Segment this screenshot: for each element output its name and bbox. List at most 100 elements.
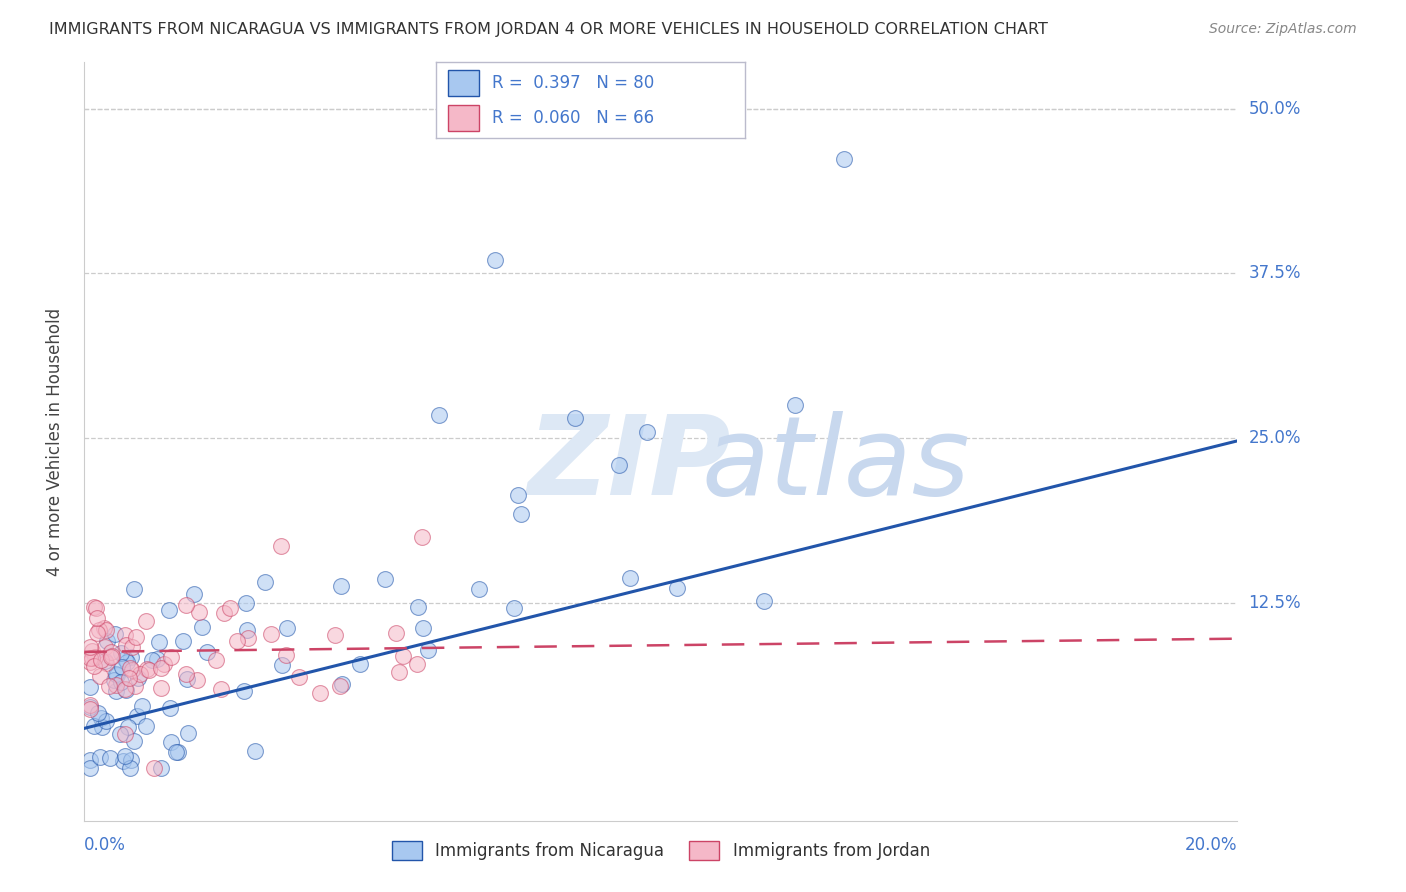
Point <box>330 579 353 593</box>
Point <box>79 680 101 694</box>
Text: R =  0.397   N = 80: R = 0.397 N = 80 <box>492 74 654 92</box>
Point <box>115 638 138 652</box>
Point <box>110 674 132 689</box>
Point <box>94 656 117 670</box>
Point <box>141 652 163 666</box>
Point <box>82 644 104 658</box>
Point <box>110 727 132 741</box>
Point <box>79 655 101 669</box>
Point <box>125 630 148 644</box>
Point <box>564 411 586 425</box>
Point <box>100 645 122 659</box>
Text: IMMIGRANTS FROM NICARAGUA VS IMMIGRANTS FROM JORDAN 4 OR MORE VEHICLES IN HOUSEH: IMMIGRANTS FROM NICARAGUA VS IMMIGRANTS … <box>49 22 1047 37</box>
FancyBboxPatch shape <box>449 70 479 95</box>
Text: 25.0%: 25.0% <box>1249 429 1301 447</box>
Point <box>104 667 127 681</box>
Legend: Immigrants from Nicaragua, Immigrants from Jordan: Immigrants from Nicaragua, Immigrants fr… <box>385 834 936 867</box>
Point <box>93 621 115 635</box>
Point <box>125 709 148 723</box>
Point <box>152 657 174 672</box>
Point <box>148 634 170 648</box>
Point <box>79 699 101 714</box>
Point <box>165 745 187 759</box>
Point <box>391 648 413 663</box>
Point <box>129 667 152 681</box>
Point <box>80 651 103 665</box>
Point <box>104 684 127 698</box>
Point <box>98 751 121 765</box>
Point <box>177 725 200 739</box>
Point <box>150 761 173 775</box>
Point <box>84 600 107 615</box>
Point <box>159 701 181 715</box>
Point <box>186 673 208 687</box>
Point <box>506 487 529 501</box>
Point <box>468 582 491 597</box>
Point <box>270 540 292 554</box>
Point <box>214 606 236 620</box>
Point <box>115 655 138 669</box>
Point <box>94 654 117 668</box>
Point <box>96 714 118 728</box>
Point <box>118 761 141 775</box>
Point <box>138 663 160 677</box>
Point <box>121 640 143 655</box>
Point <box>91 720 114 734</box>
Text: ZIP: ZIP <box>529 411 731 517</box>
Point <box>86 626 108 640</box>
Point <box>619 571 641 585</box>
Point <box>96 634 118 648</box>
Point <box>90 653 112 667</box>
Point <box>120 650 142 665</box>
Point <box>270 657 292 672</box>
Point <box>309 686 332 700</box>
Point <box>174 667 197 681</box>
Point <box>374 572 396 586</box>
Text: Source: ZipAtlas.com: Source: ZipAtlas.com <box>1209 22 1357 37</box>
Point <box>188 605 211 619</box>
Point <box>83 719 105 733</box>
Point <box>86 611 108 625</box>
Point <box>94 624 117 638</box>
Point <box>90 711 112 725</box>
Point <box>114 682 136 697</box>
Point <box>83 659 105 673</box>
Point <box>236 632 259 646</box>
Point <box>411 530 433 544</box>
Point <box>484 253 506 268</box>
Point <box>323 628 346 642</box>
Point <box>104 677 127 691</box>
Point <box>114 651 136 665</box>
Point <box>105 668 128 682</box>
Point <box>79 761 101 775</box>
Point <box>87 706 110 720</box>
Point <box>243 744 266 758</box>
Point <box>127 671 149 685</box>
Point <box>752 594 775 608</box>
Point <box>124 582 146 596</box>
Point <box>110 646 132 660</box>
Point <box>167 745 190 759</box>
Text: atlas: atlas <box>702 411 970 517</box>
FancyBboxPatch shape <box>449 105 479 130</box>
Point <box>98 679 121 693</box>
Point <box>118 660 141 674</box>
Point <box>405 657 427 671</box>
Point <box>157 602 180 616</box>
Point <box>79 651 101 665</box>
Point <box>131 699 153 714</box>
Text: 50.0%: 50.0% <box>1249 100 1301 118</box>
Point <box>253 574 276 589</box>
Point <box>416 642 439 657</box>
Point <box>79 753 101 767</box>
Point <box>79 640 101 654</box>
Point <box>100 649 122 664</box>
Point <box>83 599 105 614</box>
Point <box>783 398 806 412</box>
Point <box>124 679 146 693</box>
Point <box>427 408 450 422</box>
Point <box>388 665 411 680</box>
Point <box>117 720 139 734</box>
Point <box>288 670 311 684</box>
Point <box>233 683 256 698</box>
